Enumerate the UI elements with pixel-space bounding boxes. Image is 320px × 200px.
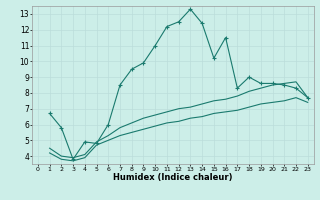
- X-axis label: Humidex (Indice chaleur): Humidex (Indice chaleur): [113, 173, 233, 182]
